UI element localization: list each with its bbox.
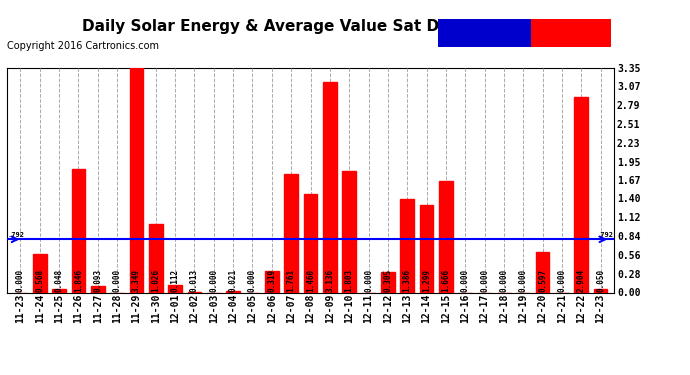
- Bar: [91, 286, 105, 292]
- Bar: [265, 271, 279, 292]
- Text: 0.112: 0.112: [170, 269, 179, 292]
- Text: 0.048: 0.048: [55, 269, 63, 292]
- Text: Copyright 2016 Cartronics.com: Copyright 2016 Cartronics.com: [7, 41, 159, 51]
- Bar: [439, 181, 453, 292]
- Text: 0.000: 0.000: [112, 269, 121, 292]
- Text: 0.305: 0.305: [384, 269, 393, 292]
- Bar: [168, 285, 182, 292]
- Text: 0.000: 0.000: [558, 269, 566, 292]
- Text: 1.386: 1.386: [403, 269, 412, 292]
- Text: .792: .792: [596, 232, 613, 238]
- Bar: [594, 289, 607, 292]
- Bar: [420, 205, 433, 292]
- Bar: [535, 252, 549, 292]
- Bar: [400, 200, 414, 292]
- Text: 1.460: 1.460: [306, 269, 315, 292]
- Text: 0.000: 0.000: [519, 269, 528, 292]
- Bar: [72, 168, 86, 292]
- Bar: [33, 254, 46, 292]
- Text: 0.000: 0.000: [248, 269, 257, 292]
- Text: 0.597: 0.597: [538, 269, 547, 292]
- Text: Average  ($): Average ($): [449, 28, 520, 38]
- Text: 0.000: 0.000: [500, 269, 509, 292]
- Bar: [304, 195, 317, 292]
- Text: 1.761: 1.761: [286, 269, 295, 292]
- Text: 0.000: 0.000: [16, 269, 25, 292]
- Text: 0.000: 0.000: [364, 269, 373, 292]
- Text: 0.000: 0.000: [461, 269, 470, 292]
- Text: 0.013: 0.013: [190, 269, 199, 292]
- Text: Daily   ($): Daily ($): [539, 28, 603, 38]
- Text: 3.136: 3.136: [326, 269, 335, 292]
- Text: 1.299: 1.299: [422, 269, 431, 292]
- Bar: [130, 68, 144, 292]
- Bar: [323, 82, 337, 292]
- Text: 1.666: 1.666: [442, 269, 451, 292]
- Bar: [149, 224, 163, 292]
- Text: 2.904: 2.904: [577, 269, 586, 292]
- Bar: [342, 171, 356, 292]
- Text: 1.803: 1.803: [345, 269, 354, 292]
- Text: 0.000: 0.000: [480, 269, 489, 292]
- Bar: [381, 272, 395, 292]
- Bar: [575, 98, 588, 292]
- Text: 0.568: 0.568: [35, 269, 44, 292]
- Bar: [284, 174, 298, 292]
- Bar: [226, 291, 240, 292]
- Text: 1.846: 1.846: [74, 269, 83, 292]
- Text: 0.093: 0.093: [93, 269, 102, 292]
- Text: Daily Solar Energy & Average Value Sat Dec 24 16:12: Daily Solar Energy & Average Value Sat D…: [82, 19, 539, 34]
- Text: 0.319: 0.319: [267, 269, 276, 292]
- Text: 0.021: 0.021: [228, 269, 237, 292]
- Text: 3.349: 3.349: [132, 269, 141, 292]
- Text: .792: .792: [8, 232, 25, 238]
- Text: 0.050: 0.050: [596, 269, 605, 292]
- Text: 1.026: 1.026: [151, 269, 160, 292]
- Bar: [52, 289, 66, 292]
- Text: 0.000: 0.000: [209, 269, 218, 292]
